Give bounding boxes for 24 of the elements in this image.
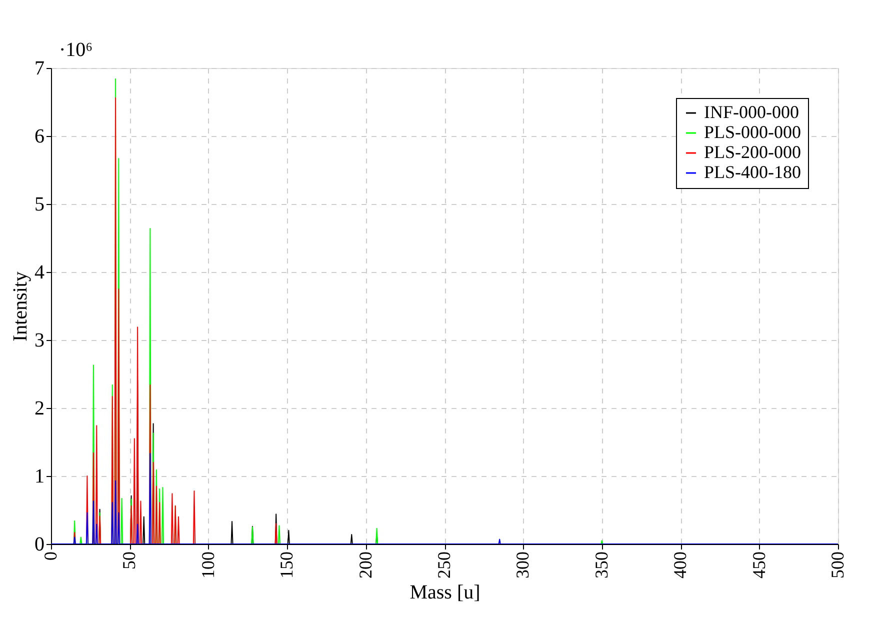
x-tick-label: 100 bbox=[198, 552, 218, 578]
y-tick-label: 6 bbox=[34, 126, 44, 148]
x-tick-label: 400 bbox=[670, 552, 690, 578]
y-tick-label: 3 bbox=[34, 330, 44, 352]
x-tick-label: 200 bbox=[355, 552, 376, 578]
legend-label: PLS-200-000 bbox=[704, 142, 802, 162]
y-tick-label: 1 bbox=[34, 466, 44, 488]
x-tick-label: 50 bbox=[119, 552, 140, 570]
legend-label: PLS-000-000 bbox=[704, 122, 802, 142]
text: ·10⁶ bbox=[59, 39, 93, 61]
y-tick-label: 7 bbox=[34, 58, 44, 80]
y-tick-label: 4 bbox=[34, 262, 44, 284]
y-tick-label: 5 bbox=[34, 194, 44, 216]
x-tick-label: 500 bbox=[828, 552, 848, 578]
x-tick-label: 350 bbox=[591, 552, 612, 578]
legend-label: INF-000-000 bbox=[704, 102, 799, 122]
x-tick-label: 300 bbox=[512, 552, 533, 578]
y-tick-label: 2 bbox=[34, 398, 44, 420]
y-axis-title: Intensity bbox=[10, 272, 32, 342]
x-tick-label: 450 bbox=[748, 552, 769, 578]
x-tick-label: 150 bbox=[276, 552, 297, 578]
x-tick-label: 250 bbox=[434, 552, 454, 578]
x-axis-title: Mass [u] bbox=[410, 582, 480, 604]
legend-label: PLS-400-180 bbox=[704, 162, 802, 182]
